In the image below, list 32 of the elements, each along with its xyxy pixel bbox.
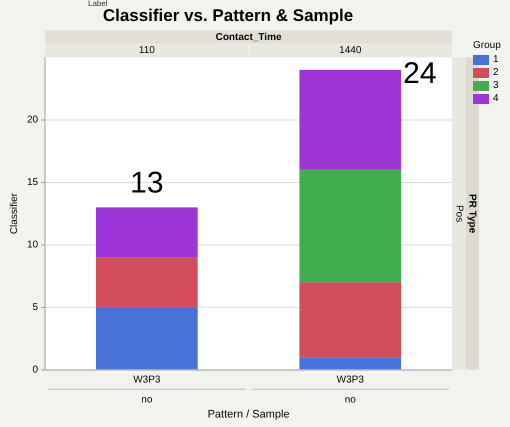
bar xyxy=(299,357,402,370)
bar xyxy=(96,307,198,370)
y-tick-label: 5 xyxy=(32,302,39,314)
legend-label: 4 xyxy=(493,93,499,104)
legend-title: Group xyxy=(473,40,501,51)
total-label: 13 xyxy=(130,166,164,200)
text: Pos xyxy=(453,204,464,222)
y-tick-label: 15 xyxy=(27,177,39,188)
text: 110 xyxy=(138,45,156,56)
legend-label: 1 xyxy=(493,54,499,65)
bar xyxy=(299,282,402,358)
y-tick-label: 0 xyxy=(32,364,39,376)
text: no xyxy=(141,394,153,406)
text: 1440 xyxy=(339,45,362,56)
bar xyxy=(299,170,402,282)
legend-label: 2 xyxy=(493,67,499,78)
text: Label xyxy=(88,0,108,8)
y-tick-label: 20 xyxy=(27,114,39,126)
bar xyxy=(96,207,198,258)
bar xyxy=(299,70,402,170)
y-tick-label: 10 xyxy=(27,240,39,251)
x-tick-label: W3P3 xyxy=(133,374,161,386)
x-axis-title: Pattern / Sample xyxy=(208,408,290,420)
chart-title: Classifier vs. Pattern & Sample xyxy=(102,6,354,25)
legend-label: 3 xyxy=(493,80,499,91)
text: PR Type xyxy=(466,194,478,234)
text: Contact_Time xyxy=(216,32,282,44)
y-axis-title: Classifier xyxy=(8,192,20,234)
x-tick-label: W3P3 xyxy=(336,374,364,386)
total-label: 24 xyxy=(403,57,437,90)
bar xyxy=(96,257,198,308)
text: no xyxy=(344,394,356,406)
